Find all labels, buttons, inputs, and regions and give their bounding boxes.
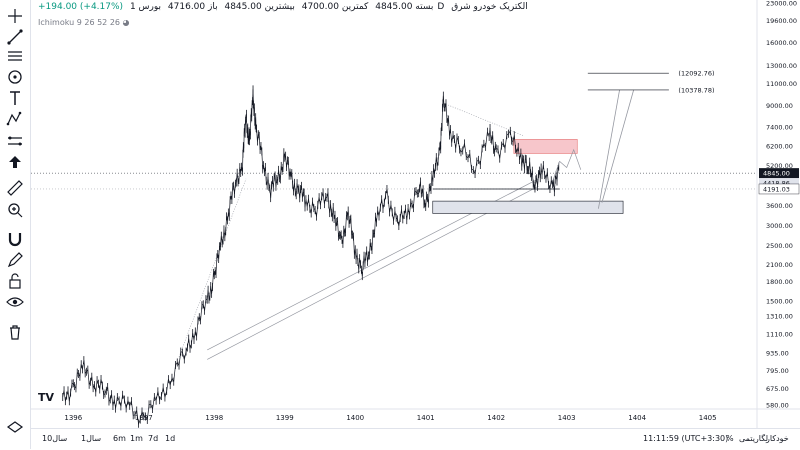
y-tick-label: 2500.00 [766, 242, 793, 250]
x-tick-label: 1405 [699, 414, 717, 422]
projection-zigzag [552, 148, 582, 182]
y-tick-label: 1310.00 [766, 313, 793, 321]
x-tick-label: 1401 [417, 414, 435, 422]
y-tick-label: 11000.00 [766, 80, 797, 88]
descending-trend-line [443, 102, 525, 137]
text-tool-icon[interactable] [5, 88, 25, 108]
y-tick-label: 9000.00 [766, 102, 793, 110]
last-price-badge [759, 168, 799, 179]
auto-toggle[interactable]: خودکار [766, 434, 789, 443]
y-tick-label: 7400.00 [766, 123, 793, 131]
percent-toggle[interactable]: % [726, 434, 734, 443]
y-tick-label: 16000.00 [766, 39, 797, 47]
price-label-3: 4191.03 [763, 185, 790, 193]
y-tick-label: 580.00 [766, 402, 789, 410]
y-tick-label: 935.00 [766, 349, 789, 357]
y-tick-label: 1110.00 [766, 331, 793, 339]
price-path [62, 89, 560, 426]
tradingview-logo: TV [38, 391, 55, 404]
y-tick-label: 13000.00 [766, 62, 797, 70]
layers-icon[interactable] [5, 418, 25, 438]
y-tick-label: 3000.00 [766, 222, 793, 230]
channel-line-lower [207, 185, 539, 360]
lock-pencil-icon[interactable] [5, 250, 25, 270]
y-tick-label: 2100.00 [766, 261, 793, 269]
target-label-2: (10378.78) [678, 86, 714, 94]
y-tick-label: 6200.00 [766, 143, 793, 151]
crosshair-icon[interactable] [5, 6, 25, 26]
price-badge-3 [758, 183, 800, 195]
x-tick-label: 1400 [346, 414, 364, 422]
target-label-1: (12092.76) [678, 70, 714, 78]
x-tick-label: 1399 [276, 414, 294, 422]
target-arrow-2 [601, 89, 635, 203]
x-tick-label: 1398 [205, 414, 223, 422]
price-badge-2 [759, 178, 799, 189]
magnet-icon[interactable] [5, 229, 25, 249]
dotted-trend-line [178, 178, 247, 358]
open-value: باز 4716.00 [167, 2, 218, 12]
trend-line-icon[interactable] [5, 27, 25, 47]
bottom-toolbar: 10سال 1سال 6m 1m 7d 1d 11:11:59 (UTC+3:3… [31, 428, 800, 450]
y-tick-label: 19600.00 [766, 17, 797, 25]
indicator-legend[interactable]: Ichimoku 9 26 52 26 ◕ [38, 18, 130, 27]
y-tick-label: 1800.00 [766, 278, 793, 286]
eye-off-icon[interactable]: ◕ [122, 18, 130, 27]
prediction-icon[interactable] [5, 131, 25, 151]
low-value: کمترین 4700.00 [301, 2, 369, 12]
x-tick-label: 1404 [628, 414, 646, 422]
high-value: بیشترین 4845.00 [224, 2, 295, 12]
ruler-icon[interactable] [5, 178, 25, 198]
range-7d[interactable]: 7d [148, 434, 159, 443]
range-1m[interactable]: 1m [130, 434, 143, 443]
last-price-label: 4845.00 [763, 170, 790, 178]
indicator-label: Ichimoku 9 26 52 26 [38, 18, 120, 27]
eye-icon[interactable] [5, 292, 25, 312]
resistance-zone [513, 139, 578, 154]
arrow-up-icon[interactable] [5, 152, 25, 172]
symbol-name[interactable]: الکتریک خودرو شرق [451, 2, 528, 12]
symbol-header: +194.00 (+4.17%) بسته 4845.00 کمترین 470… [38, 2, 532, 16]
range-10y[interactable]: 10سال [42, 434, 68, 443]
target-arrow-1 [598, 89, 620, 209]
x-tick-label: 1396 [64, 414, 82, 422]
x-tick-label: 1403 [558, 414, 576, 422]
price-label-2: 4418.86 [763, 180, 790, 188]
horizontal-lines-icon[interactable] [5, 46, 25, 66]
exchange-label: بورس [138, 2, 162, 12]
log-toggle[interactable]: لگاریتمی [739, 434, 769, 443]
clock-time[interactable]: 11:11:59 (UTC+3:30) [643, 434, 729, 443]
x-tick-label: 1402 [487, 414, 505, 422]
y-tick-label: 23000.00 [766, 0, 797, 8]
lock-icon[interactable] [5, 271, 25, 291]
zoom-in-icon[interactable] [5, 200, 25, 220]
drawing-toolbar [0, 0, 31, 449]
y-tick-label: 3600.00 [766, 202, 793, 210]
range-1y[interactable]: 1سال [81, 434, 102, 443]
trash-icon[interactable] [5, 322, 25, 342]
y-tick-label: 795.00 [766, 367, 789, 375]
range-6m[interactable]: 6m [113, 434, 126, 443]
y-tick-label: 5200.00 [766, 162, 793, 170]
change-value: +194.00 (+4.17%) [38, 2, 124, 12]
pattern-icon[interactable] [5, 109, 25, 129]
y-tick-label: 675.00 [766, 385, 789, 393]
brush-circle-icon[interactable] [5, 67, 25, 87]
interval-label[interactable]: 1D [129, 2, 445, 12]
support-zone [432, 200, 624, 214]
range-1d[interactable]: 1d [165, 434, 176, 443]
close-value: بسته 4845.00 [375, 2, 434, 12]
y-tick-label: 1500.00 [766, 298, 793, 306]
